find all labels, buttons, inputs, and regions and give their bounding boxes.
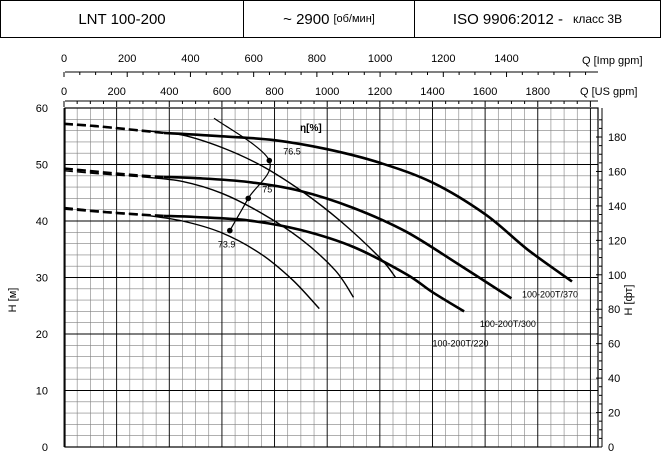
- imp-tick-label: 1000: [368, 53, 392, 65]
- imp-tick-label: 1200: [431, 53, 455, 65]
- standard-cell: ISO 9906:2012 - класс 3B: [414, 0, 661, 38]
- y-tick-label-m: 30: [36, 273, 48, 285]
- us-tick-label: 1600: [473, 86, 497, 98]
- y-tick-label-m: 40: [36, 216, 48, 228]
- y-axis-label-left: H [м]: [7, 288, 19, 313]
- efficiency-point-label: 75: [262, 184, 272, 194]
- series-labels: 100-200T/370 100-200T/300 100-200T/220: [432, 289, 578, 348]
- y-tick-label-ft: 0: [608, 442, 614, 452]
- series-label: 100-200T/300: [480, 319, 536, 329]
- efficiency-point-label: 76.5: [283, 147, 301, 157]
- imp-tick-label: 800: [308, 53, 326, 65]
- series-label: 100-200T/220: [432, 338, 488, 348]
- y-tick-label-ft: 80: [608, 304, 620, 316]
- y-tick-label-ft: 40: [608, 373, 620, 385]
- us-tick-label: 800: [265, 86, 283, 98]
- imp-tick-label: 600: [244, 53, 262, 65]
- speed-cell: ~ 2900 [об/мин]: [243, 0, 415, 38]
- us-tick-label: 1400: [420, 86, 444, 98]
- curve-100-200t-220-solid: [163, 214, 465, 313]
- curve-secondary-4-solid: [142, 176, 355, 298]
- us-tick-label: 1000: [315, 86, 339, 98]
- efficiency-curve: [213, 117, 271, 231]
- y-tick-label-ft: 20: [608, 408, 620, 420]
- standard-text: ISO 9906:2012 -: [452, 10, 563, 28]
- us-tick-label: 200: [107, 86, 125, 98]
- curve-secondary-4-dashed: [63, 170, 144, 178]
- us-tick-label: 1800: [526, 86, 550, 98]
- curve-secondary-5-dashed: [63, 206, 144, 216]
- curve-100-200t-300-solid: [163, 175, 513, 300]
- grid-major: [63, 107, 598, 448]
- us-tick-label: 1200: [368, 86, 392, 98]
- us-tick-label: 600: [213, 86, 231, 98]
- imp-tick-label: 1400: [494, 53, 518, 65]
- curve-secondary-5-solid: [142, 214, 320, 310]
- efficiency-point: [266, 157, 273, 164]
- y-tick-label-m: 60: [36, 103, 48, 115]
- curves: [63, 117, 573, 313]
- efficiency-points: 76.5 75 73.9: [218, 147, 301, 250]
- y-tick-label-ft: 120: [608, 235, 626, 247]
- y-axis-label-right: H [фт]: [623, 285, 635, 316]
- speed-value: ~ 2900: [283, 10, 330, 28]
- model-name: LNT 100-200: [78, 10, 166, 28]
- plot-frame: [64, 107, 599, 448]
- y-tick-label-m: 0: [42, 442, 48, 452]
- y-tick-label-ft: 100: [608, 270, 626, 282]
- class-text: класс 3B: [573, 12, 623, 26]
- efficiency-point-label: 73.9: [218, 240, 236, 250]
- series-label: 100-200T/370: [522, 289, 578, 299]
- curve-secondary-3-solid: [142, 129, 397, 278]
- speed-unit: [об/мин]: [333, 13, 375, 25]
- y-tick-label-m: 50: [36, 160, 48, 172]
- imp-tick-label: 0: [61, 53, 67, 65]
- imp-tick-label: 200: [118, 53, 136, 65]
- y-tick-label-m: 20: [36, 329, 48, 341]
- curve-secondary-3-dashed: [63, 123, 144, 132]
- efficiency-point: [245, 195, 252, 202]
- model-cell: LNT 100-200: [0, 0, 244, 38]
- curve-100-200t-370-solid: [163, 131, 573, 283]
- imp-tick-label: 400: [181, 53, 199, 65]
- us-tick-label: 400: [160, 86, 178, 98]
- efficiency-label: η[%]: [300, 123, 322, 134]
- curve-100-200t-300-dashed: [63, 167, 165, 179]
- y-tick-label-ft: 60: [608, 339, 620, 351]
- y-tick-label-m: 10: [36, 386, 48, 398]
- axes: [63, 71, 603, 448]
- efficiency-point: [227, 227, 233, 234]
- chart-header: LNT 100-200 ~ 2900 [об/мин] ISO 9906:201…: [0, 0, 661, 40]
- x-axis-label-imp: Q [Imp gpm]: [582, 55, 643, 67]
- y-tick-label-ft: 160: [608, 166, 626, 178]
- y-tick-label-ft: 140: [608, 201, 626, 213]
- x-axis-label-us: Q [US gpm]: [580, 86, 637, 98]
- y-tick-label-ft: 180: [608, 132, 626, 144]
- us-tick-label: 0: [61, 86, 67, 98]
